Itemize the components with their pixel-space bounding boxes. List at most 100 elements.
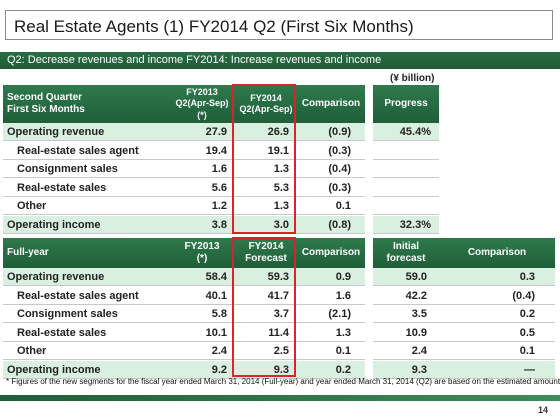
fy-row-initial: 59.0: [405, 271, 427, 283]
q2-progress-header: Progress: [373, 85, 439, 123]
fy-row-extra: 3.5 0.2: [373, 305, 555, 323]
q2-row-extra: [373, 160, 439, 178]
q2-row: Operating income 3.8 3.0 (0.8): [3, 215, 365, 234]
q2-row-comparison: (0.4): [328, 163, 351, 175]
q2-row-comparison: (0.3): [328, 181, 351, 194]
subtitle-text: Q2: Decrease revenues and income FY2014:…: [7, 54, 382, 66]
q2-row-fy2013: 5.6: [211, 181, 227, 194]
fy-row-extra: 59.0 0.3: [373, 268, 555, 286]
fy-row-fy2013: 5.8: [211, 308, 227, 320]
q2-row-fy2014: 3.0: [273, 218, 289, 231]
q2-row-fy2014: 19.1: [267, 144, 289, 157]
fy-row-fy2013: 9.2: [211, 363, 227, 376]
footnote: * Figures of the new segments for the fi…: [6, 377, 560, 386]
q2-row-extra: [373, 197, 439, 215]
slide-title: Real Estate Agents (1) FY2014 Q2 (First …: [14, 17, 414, 36]
fy-row-fy2014: 59.3: [267, 271, 289, 283]
q2-row-comparison: 0.1: [335, 200, 351, 212]
fy-row-comparison2: (0.4): [512, 289, 535, 302]
q2-row-fy2013: 19.4: [205, 144, 227, 157]
fy-row-fy2013: 10.1: [205, 326, 227, 339]
fy-row-fy2013: 2.4: [211, 345, 227, 357]
fy-row-initial: 10.9: [405, 326, 427, 339]
q2-row-fy2013: 27.9: [205, 126, 227, 138]
fy-row-comparison2: 0.2: [519, 308, 535, 320]
q2-row-comparison: (0.8): [328, 218, 351, 231]
q2-row-comparison: (0.9): [328, 126, 351, 138]
fy-row-label: Consignment sales: [17, 308, 118, 320]
fy-row-comparison: 0.9: [335, 271, 351, 283]
fy-row-label: Real-estate sales: [17, 326, 107, 339]
page-number: 14: [538, 405, 549, 415]
fy-row-comparison2: 0.1: [519, 345, 535, 357]
fy-row-fy2014: 3.7: [273, 308, 289, 320]
fy-row-comparison: 1.3: [335, 326, 351, 339]
footer-bar: [0, 395, 560, 401]
fy-row-fy2014: 9.3: [273, 363, 289, 376]
fy-header-label: Full-year: [7, 246, 49, 258]
fy-row-fy2014: 11.4: [268, 326, 289, 339]
fy-header-comparison: Comparison: [301, 246, 361, 258]
q2-row: Real-estate sales 5.6 5.3 (0.3): [3, 179, 365, 197]
fy-table-header: Full-year FY2013 (*) FY2014 Forecast Com…: [3, 238, 365, 268]
fy-row-extra: 2.4 0.1: [373, 342, 555, 360]
fy-row-comparison2: 0.5: [519, 326, 535, 339]
q2-row-fy2014: 1.3: [273, 163, 289, 175]
fy-row: Operating income 9.2 9.3 0.2: [3, 360, 365, 379]
q2-row-extra: [373, 142, 439, 160]
q2-row-comparison: (0.3): [328, 144, 351, 157]
q2-row-label: Other: [17, 200, 47, 212]
q2-header-fy2013: FY2013 Q2(Apr-Sep) (*): [175, 87, 229, 120]
fy-header-fy2014: FY2014 Forecast: [245, 240, 287, 265]
q2-row: Consignment sales 1.6 1.3 (0.4): [3, 160, 365, 178]
q2-row-label: Operating income: [7, 218, 101, 231]
fy-header-comparison2: Comparison: [467, 246, 527, 258]
slide-title-box: Real Estate Agents (1) FY2014 Q2 (First …: [5, 10, 553, 40]
q2-row: Operating revenue 27.9 26.9 (0.9): [3, 123, 365, 141]
fy-row-fy2014: 2.5: [273, 345, 289, 357]
fy-row: Real-estate sales agent 40.1 41.7 1.6: [3, 287, 365, 305]
fy-row-fy2014: 41.7: [267, 289, 289, 302]
q2-header-fy2014: FY2014 Q2(Apr-Sep): [239, 92, 293, 114]
fy-row: Consignment sales 5.8 3.7 (2.1): [3, 305, 365, 323]
fy-row-comparison: 1.6: [335, 289, 351, 302]
fy-row-comparison: (2.1): [328, 308, 351, 320]
q2-header-progress: Progress: [384, 97, 428, 109]
fy-row: Other 2.4 2.5 0.1: [3, 342, 365, 360]
q2-row-fy2014: 5.3: [273, 181, 289, 194]
q2-table-header: Second Quarter First Six Months FY2013 Q…: [3, 85, 365, 123]
fy-row-comparison2: —: [524, 363, 535, 376]
fy-row-label: Operating income: [7, 363, 101, 376]
fy-row-fy2013: 40.1: [205, 289, 227, 302]
q2-row-fy2013: 3.8: [211, 218, 227, 231]
q2-row-fy2013: 1.2: [211, 200, 227, 212]
q2-row: Real-estate sales agent 19.4 19.1 (0.3): [3, 142, 365, 160]
fy-row-comparison: 0.1: [335, 345, 351, 357]
q2-row-label: Real-estate sales: [17, 181, 107, 194]
q2-row-extra: [373, 179, 439, 197]
q2-row-label: Operating revenue: [7, 126, 105, 138]
subtitle-bar: Q2: Decrease revenues and income FY2014:…: [0, 52, 560, 69]
fy-row-label: Real-estate sales agent: [17, 289, 139, 302]
fy-row-initial: 3.5: [411, 308, 427, 320]
fy-row-label: Operating revenue: [7, 271, 105, 283]
q2-row: Other 1.2 1.3 0.1: [3, 197, 365, 215]
fy-header-initial: Initial forecast: [386, 240, 426, 265]
q2-row-progress: 45.4%: [399, 126, 431, 138]
q2-row-fy2013: 1.6: [211, 163, 227, 175]
q2-row-extra: 32.3%: [373, 215, 439, 234]
q2-row-fy2014: 26.9: [267, 126, 289, 138]
fy-row-initial: 9.3: [411, 363, 427, 376]
fy-row: Real-estate sales 10.1 11.4 1.3: [3, 324, 365, 342]
q2-header-comparison: Comparison: [301, 97, 361, 109]
q2-row-label: Consignment sales: [17, 163, 118, 175]
fy-row-fy2013: 58.4: [205, 271, 227, 283]
q2-row-label: Real-estate sales agent: [17, 144, 139, 157]
fy-row-initial: 2.4: [411, 345, 427, 357]
fy-row-comparison: 0.2: [335, 363, 351, 376]
fy-row-extra: 42.2 (0.4): [373, 287, 555, 305]
q2-header-label: Second Quarter First Six Months: [7, 91, 85, 116]
fy-initial-header: Initial forecast Comparison: [373, 238, 555, 268]
fy-row-extra: 9.3 —: [373, 360, 555, 379]
fy-row-comparison2: 0.3: [519, 271, 535, 283]
